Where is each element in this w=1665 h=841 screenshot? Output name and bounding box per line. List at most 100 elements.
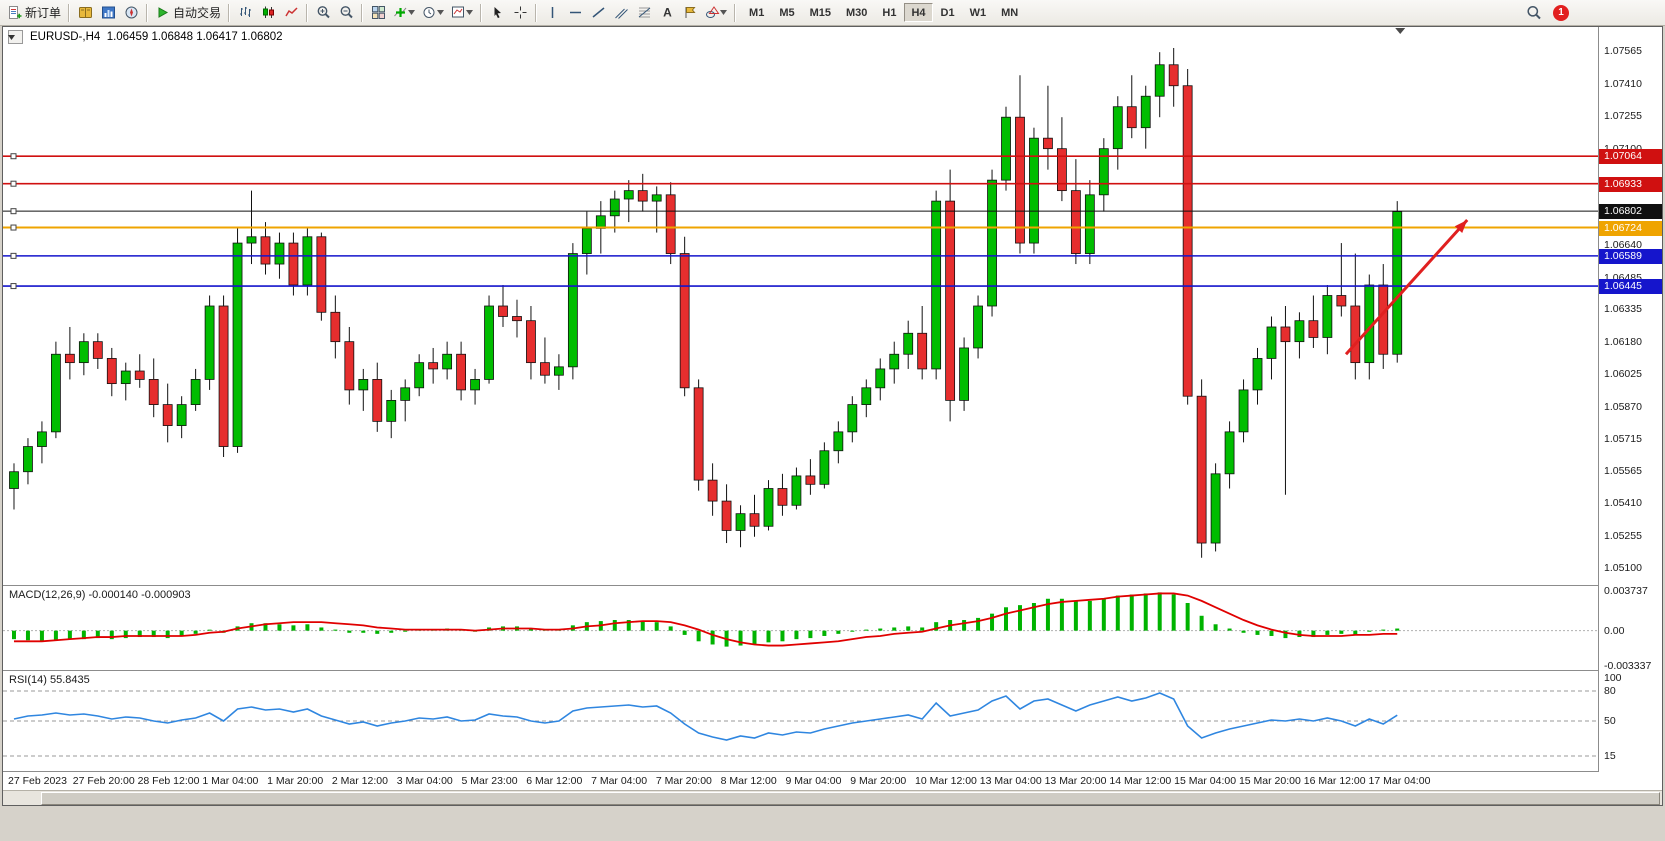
new-order-button[interactable]: 新订单 xyxy=(4,2,64,23)
scrollbar-thumb[interactable] xyxy=(41,792,1660,805)
timeframe-button-mn[interactable]: MN xyxy=(994,3,1025,22)
bar-chart-button[interactable] xyxy=(234,2,256,23)
chart-shift-marker[interactable] xyxy=(1395,28,1406,34)
macd-panel-canvas[interactable] xyxy=(3,586,1598,670)
candle xyxy=(218,305,229,447)
candle xyxy=(763,488,774,527)
candle xyxy=(1392,211,1403,355)
time-axis-label: 28 Feb 12:00 xyxy=(137,775,200,787)
line-handle[interactable] xyxy=(10,180,17,187)
zoom-out-button[interactable] xyxy=(335,2,357,23)
auto-trading-label: 自动交易 xyxy=(173,6,222,20)
one-click-trading-toggle[interactable] xyxy=(8,30,23,44)
timeframe-button-m15[interactable]: M15 xyxy=(803,3,838,22)
templates-button[interactable] xyxy=(448,2,476,23)
candlestick-chart-icon xyxy=(262,6,274,18)
timeframe-button-d1[interactable]: D1 xyxy=(934,3,962,22)
tile-windows-button[interactable] xyxy=(367,2,389,23)
price-axis-label: 1.07410 xyxy=(1604,77,1642,90)
macd-signal-value: -0.000903 xyxy=(141,589,191,601)
shapes-button[interactable] xyxy=(702,2,730,23)
candlestick-chart-button[interactable] xyxy=(257,2,279,23)
price-axis-label: 1.05410 xyxy=(1604,497,1642,510)
data-window-button[interactable] xyxy=(97,2,119,23)
candle xyxy=(134,370,145,380)
panel-separator[interactable] xyxy=(3,670,1662,671)
horizontal-scrollbar[interactable] xyxy=(3,790,1662,805)
zoom-in-button[interactable] xyxy=(312,2,334,23)
main-chart-canvas[interactable] xyxy=(3,27,1598,585)
candle xyxy=(847,404,858,433)
text-icon: A xyxy=(663,6,672,20)
time-axis-label: 13 Mar 04:00 xyxy=(979,775,1042,787)
candle xyxy=(805,475,816,485)
trend-arrow[interactable] xyxy=(1344,218,1469,356)
fibonacci-button[interactable] xyxy=(633,2,655,23)
channel-button[interactable] xyxy=(610,2,632,23)
line-handle[interactable] xyxy=(10,224,17,231)
navigator-button[interactable] xyxy=(120,2,142,23)
label-button[interactable] xyxy=(679,2,701,23)
timeframe-button-m1[interactable]: M1 xyxy=(742,3,771,22)
vertical-line-icon xyxy=(551,7,553,18)
candle xyxy=(623,190,634,200)
timeframe-button-m30[interactable]: M30 xyxy=(839,3,874,22)
candle xyxy=(51,353,61,433)
line-handle[interactable] xyxy=(10,283,17,290)
candle xyxy=(833,431,844,452)
timeframe-button-m5[interactable]: M5 xyxy=(772,3,801,22)
candle xyxy=(861,387,872,405)
candle xyxy=(875,368,886,389)
candle xyxy=(1266,326,1277,359)
market-watch-button[interactable] xyxy=(74,2,96,23)
horizontal-line-button[interactable] xyxy=(564,2,586,23)
candle xyxy=(1043,137,1053,150)
line-handle[interactable] xyxy=(10,252,17,259)
rsi-value: 55.8435 xyxy=(49,674,90,686)
candle xyxy=(931,200,942,370)
auto-trading-button[interactable]: 自动交易 xyxy=(152,2,224,23)
time-axis[interactable]: 27 Feb 2023 27 Feb 20:00 28 Feb 12:00 1 Mar… xyxy=(3,772,1662,790)
candle xyxy=(973,305,983,349)
price-tag: 1.06445 xyxy=(1599,279,1662,295)
candle xyxy=(1322,295,1333,338)
timeframe-button-w1[interactable]: W1 xyxy=(963,3,994,22)
timeframe-button-h4[interactable]: H4 xyxy=(904,3,933,22)
candle xyxy=(1029,137,1039,244)
cursor-button[interactable] xyxy=(486,2,508,23)
rsi-axis-label: 50 xyxy=(1604,715,1616,727)
candle xyxy=(344,341,355,391)
candle xyxy=(498,305,508,317)
search-button[interactable] xyxy=(1523,2,1545,23)
candle xyxy=(651,194,662,202)
crosshair-button[interactable] xyxy=(509,2,531,23)
price-axis[interactable]: 1.075651.074101.072551.071001.069451.067… xyxy=(1598,27,1662,772)
auto-trading-play-icon xyxy=(158,7,169,18)
timeframe-button-h1[interactable]: H1 xyxy=(875,3,903,22)
vertical-line-button[interactable] xyxy=(541,2,563,23)
candle xyxy=(512,316,522,322)
candle xyxy=(442,353,453,370)
macd-axis-label: -0.003337 xyxy=(1604,660,1652,673)
notification-badge[interactable]: 1 xyxy=(1553,4,1569,21)
time-axis-label: 9 Mar 04:00 xyxy=(785,775,842,787)
candle xyxy=(484,305,494,380)
line-handle[interactable] xyxy=(10,208,17,215)
candle xyxy=(665,194,676,254)
periods-button[interactable] xyxy=(419,2,447,23)
candle xyxy=(400,387,411,401)
rsi-panel-canvas[interactable] xyxy=(3,671,1598,771)
line-chart-button[interactable] xyxy=(280,2,302,23)
candle xyxy=(106,358,117,385)
panel-separator[interactable] xyxy=(3,585,1662,586)
text-button[interactable]: A xyxy=(656,2,678,23)
zoom-in-icon xyxy=(317,6,330,19)
line-handle[interactable] xyxy=(10,153,17,160)
trend-arrow-head xyxy=(1454,219,1468,233)
trendline-button[interactable] xyxy=(587,2,609,23)
indicators-button[interactable] xyxy=(390,2,418,23)
chart-window[interactable]: EURUSD-,H4 1.06459 1.06848 1.06417 1.068… xyxy=(2,26,1663,806)
candle xyxy=(1238,389,1249,433)
candle xyxy=(819,450,830,485)
time-axis-label: 7 Mar 20:00 xyxy=(655,775,712,787)
